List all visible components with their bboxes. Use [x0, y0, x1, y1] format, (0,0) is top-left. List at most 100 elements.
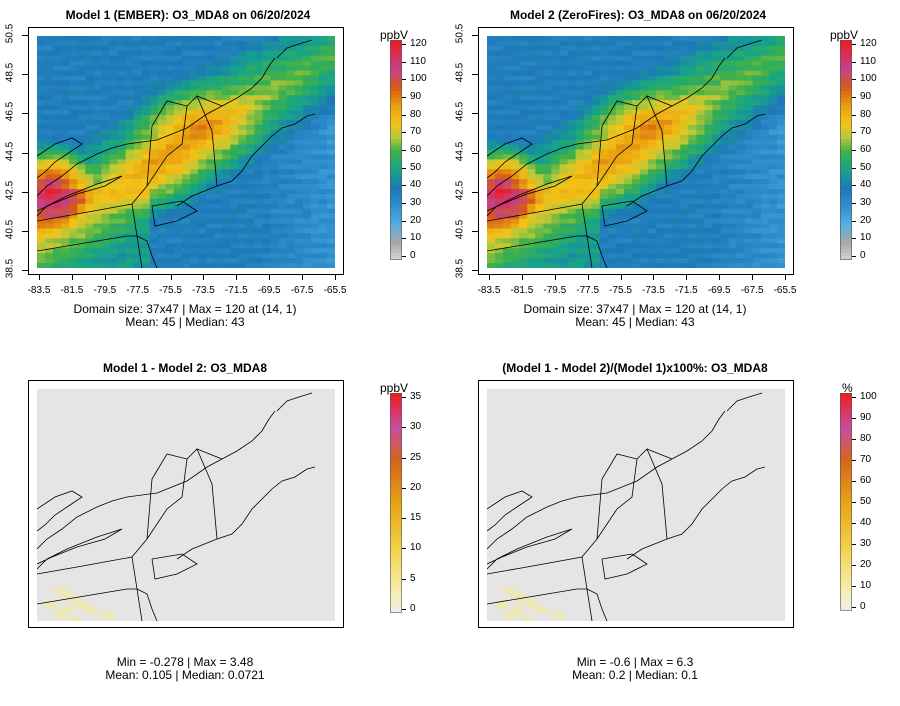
grid-cell — [278, 184, 288, 190]
grid-cell — [181, 198, 191, 205]
grid-cell — [672, 243, 681, 249]
grid-cell — [607, 60, 617, 67]
grid-cell — [615, 50, 625, 57]
grid-cell — [230, 80, 239, 86]
x-tick-mark — [686, 274, 688, 280]
grid-cell — [487, 144, 496, 151]
grid-cell — [254, 110, 264, 116]
grid-cell — [318, 203, 328, 210]
grid-cell — [230, 85, 239, 91]
colorbar-step — [840, 534, 852, 539]
grid-cell — [495, 100, 504, 106]
grid-cell — [535, 164, 544, 170]
grid-cell — [157, 159, 167, 165]
grid-cell — [487, 258, 496, 264]
grid-cell — [77, 75, 86, 82]
grid-cell — [631, 95, 641, 101]
grid-cell — [736, 36, 746, 42]
grid-cell — [262, 228, 272, 235]
colorbar-tick — [852, 185, 856, 187]
grid-cell — [712, 169, 722, 175]
grid-cell — [117, 193, 127, 200]
colorbar-step — [840, 117, 852, 122]
grid-cell — [238, 90, 247, 96]
grid-cell — [238, 110, 247, 116]
grid-cell — [85, 95, 94, 101]
grid-cell — [302, 243, 312, 249]
grid-cell — [141, 134, 151, 141]
grid-cell — [656, 119, 665, 126]
grid-cell — [672, 263, 681, 268]
grid-cell — [262, 208, 272, 215]
grid-cell — [640, 208, 649, 215]
grid-cell — [704, 55, 714, 62]
grid-cell — [599, 85, 609, 91]
grid-cell — [656, 203, 665, 210]
grid-cell — [206, 154, 215, 161]
grid-cell — [133, 114, 143, 121]
grid-cell — [117, 80, 127, 86]
grid-cell — [656, 253, 665, 259]
grid-cell — [37, 65, 46, 72]
grid-cell — [190, 253, 199, 259]
grid-cell — [752, 110, 762, 116]
grid-cell — [286, 218, 296, 225]
grid-cell — [559, 95, 569, 101]
grid-cell — [149, 179, 159, 185]
boundary-line — [487, 185, 598, 222]
grid-cell — [672, 105, 681, 111]
grid-cell — [720, 218, 730, 225]
grid-cell — [77, 169, 86, 175]
grid-cell — [37, 179, 46, 185]
grid-cell — [310, 124, 320, 131]
grid-cell — [270, 95, 280, 101]
grid-cell — [230, 139, 239, 146]
grid-cell — [318, 223, 328, 230]
colorbar-label: 120 — [860, 38, 877, 49]
grid-cell — [543, 223, 553, 230]
grid-cell — [37, 198, 46, 205]
y-tick-label: 40.5 — [4, 219, 16, 240]
grid-cell — [173, 114, 183, 121]
grid-cell — [181, 223, 191, 230]
grid-cell — [752, 100, 762, 106]
grid-cell — [133, 65, 143, 72]
grid-cell — [680, 223, 689, 230]
grid-cell — [173, 169, 183, 175]
grid-cell — [85, 65, 94, 72]
grid-cell — [623, 45, 633, 52]
grid-cell — [768, 258, 778, 264]
grid-cell — [728, 154, 738, 161]
grid-cell — [503, 144, 512, 151]
grid-cell — [181, 85, 191, 91]
grid-cell — [583, 105, 593, 111]
colorbar-tick — [852, 256, 856, 257]
grid-cell — [744, 60, 754, 67]
grid-cell — [599, 100, 609, 106]
colorbar-step — [840, 571, 852, 576]
grid-cell — [69, 50, 78, 57]
grid-cell — [599, 174, 609, 180]
grid-cell — [664, 40, 673, 47]
grid-cell — [752, 174, 762, 180]
grid-cell — [720, 184, 730, 190]
grid-cell — [495, 263, 504, 268]
grid-cell — [527, 601, 541, 610]
grid-cell — [688, 50, 697, 57]
grid-cell — [752, 119, 762, 126]
grid-cell — [615, 65, 625, 72]
grid-cell — [736, 119, 746, 126]
grid-cell — [181, 184, 191, 190]
grid-cell — [318, 169, 328, 175]
grid-cell — [214, 119, 223, 126]
grid-cell — [760, 144, 770, 151]
grid-cell — [760, 100, 770, 106]
grid-cell — [768, 164, 778, 170]
grid-cell — [294, 149, 304, 156]
boundary-line — [626, 95, 668, 207]
grid-cell — [85, 90, 94, 96]
grid-cell — [583, 169, 593, 175]
grid-cell — [133, 90, 143, 96]
grid-cell — [101, 263, 111, 268]
colorbar-step — [840, 135, 852, 140]
